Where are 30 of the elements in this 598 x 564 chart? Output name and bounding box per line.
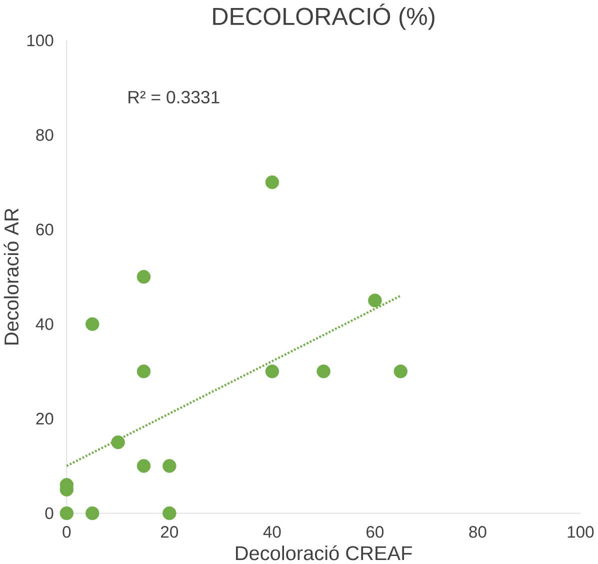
point [162,459,176,473]
point [394,364,408,378]
y-axis-title: Decoloració AR [4,208,19,344]
point [136,459,151,473]
annotation: R² = 0.3331 [128,90,220,104]
y-tick-label: 100 [27,34,54,46]
x-tick-label: 40 [263,526,281,538]
point [368,294,382,308]
y-tick-label: 60 [36,224,54,236]
y-tick-label: 20 [36,412,54,425]
chart-title: DECOLORACIÓ (%) [213,4,434,30]
x-tick-label: 0 [62,526,71,538]
point [136,364,151,378]
point [265,175,280,190]
point [265,364,280,378]
point [85,317,100,332]
point [60,506,74,520]
x-tick-label: 60 [366,526,384,538]
y-tick-label: 40 [36,318,54,330]
point [162,506,176,520]
point [136,270,151,284]
point [111,435,125,450]
point [316,364,330,378]
x-axis-title: Decoloració CREAF [236,545,412,560]
point [85,506,100,520]
x-tick-label: 80 [469,526,486,538]
y-tick-label: 0 [45,507,54,520]
y-tick-label: 80 [36,129,54,141]
x-tick-label: 20 [161,526,178,538]
x-tick-label: 100 [568,526,594,538]
